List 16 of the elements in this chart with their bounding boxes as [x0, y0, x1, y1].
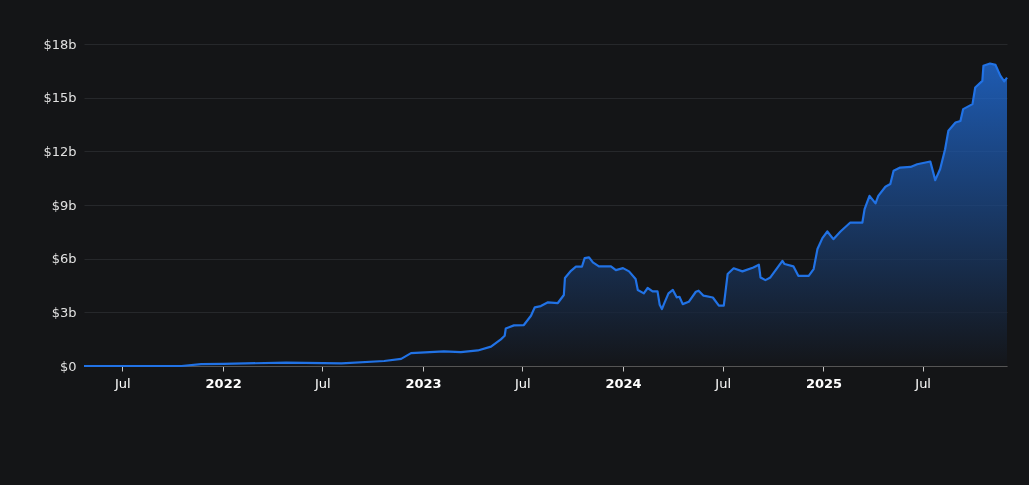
y-tick-label: $18b	[43, 36, 77, 52]
y-tick-label: $9b	[51, 197, 77, 213]
x-tick-label: 2024	[605, 375, 642, 391]
y-tick-label: $15b	[43, 90, 77, 106]
x-tick-label: 2022	[205, 375, 242, 391]
x-tick-label: Jul	[513, 375, 531, 391]
y-tick-label: $12b	[43, 143, 77, 159]
x-tick-label: 2025	[805, 375, 843, 391]
x-tick-label: Jul	[714, 375, 732, 391]
y-tick-label: $0	[59, 358, 77, 374]
x-tick-label: 2023	[405, 375, 442, 391]
x-tick-label: Jul	[914, 375, 931, 391]
y-tick-label: $3b	[51, 304, 77, 320]
x-tick-label: Jul	[313, 375, 331, 391]
y-tick-label: $6b	[51, 251, 77, 267]
x-tick-label: Jul	[114, 375, 131, 391]
